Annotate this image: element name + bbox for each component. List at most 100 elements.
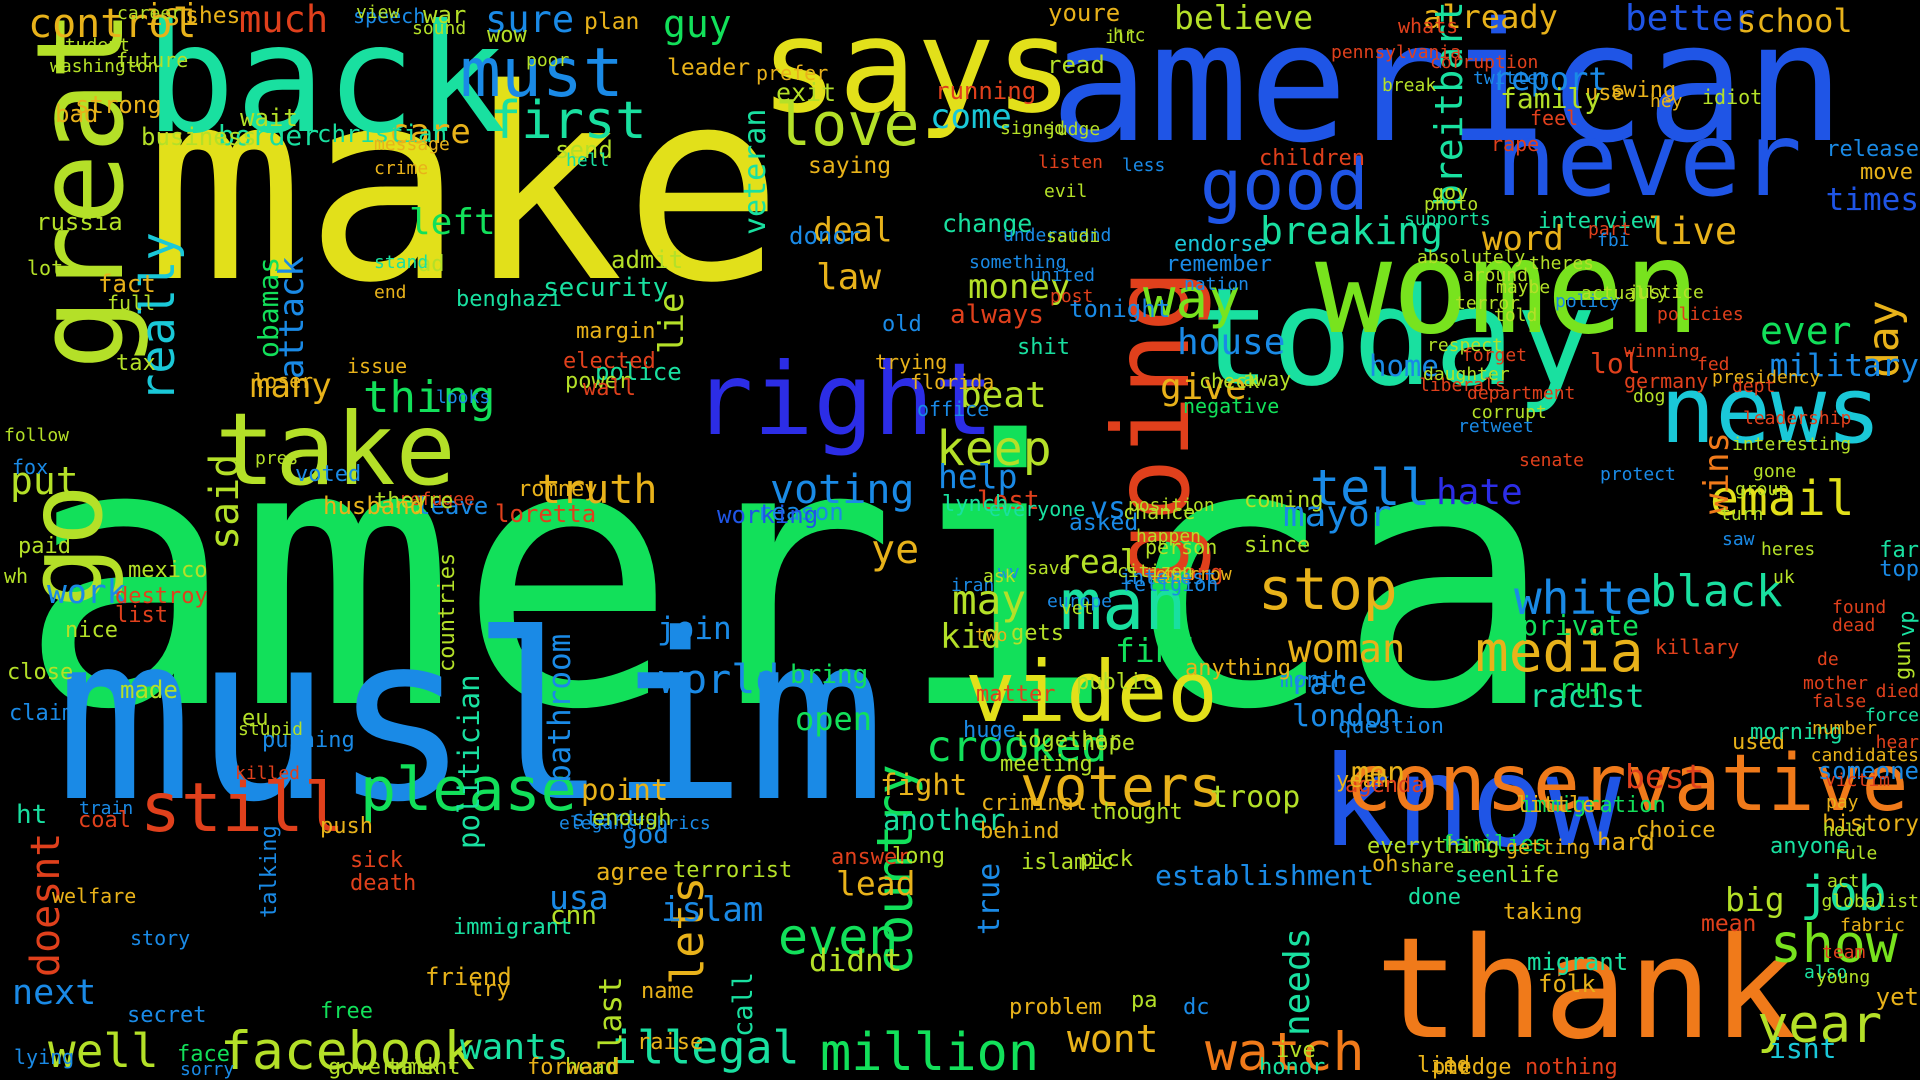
word-globalist: globalist [1821,891,1919,912]
word-getting: getting [1506,835,1591,859]
word-bathroom: bathroom [542,633,578,783]
word-donor: donor [789,222,862,250]
word-whats: whats [1398,14,1459,38]
word-saw: saw [1722,529,1755,550]
word-god: god [622,820,669,850]
word-theres: theres [1529,253,1595,274]
word-sorry: sorry [180,1059,235,1080]
word-saudi: saudi [1046,226,1101,247]
word-candidates: candidates [1810,745,1919,766]
word-border: border [218,119,320,152]
word-also: also [1804,962,1848,983]
word-isi: isi [145,0,200,33]
word-cnn: cnn [550,901,597,931]
word-retweet: retweet [1458,416,1534,437]
word-huge: huge [963,718,1016,743]
word-hate: hate [1436,472,1523,513]
word-talk: talk [387,1055,440,1080]
word-call: call [728,971,759,1037]
word-conservative: conservative [1345,739,1909,829]
word-germany: germany [1624,369,1709,393]
word-senate: senate [1519,450,1585,471]
word-woman: woman [1288,627,1406,672]
word-liberals: liberals [1419,375,1506,396]
word-respect: respect [1427,335,1503,356]
word-position: position [1128,495,1215,516]
word-racist: racist [1529,677,1645,715]
word-working: working [717,501,819,529]
word-mean: mean [1701,911,1757,937]
word-force: force [1864,705,1919,726]
word-margin: margin [576,319,656,344]
word-immigration: immigration [1520,793,1666,818]
word-happen: happen [1136,526,1202,547]
word-policies: policies [1657,304,1744,325]
word-times: times [1825,182,1919,218]
word-life: life [1506,863,1559,888]
word-may: may [952,576,1027,624]
word-save: save [1027,558,1071,579]
word-isnt: isnt [1769,1032,1837,1065]
word-wall: wall [583,376,636,401]
word-united: united [1030,265,1096,286]
word-old: old [882,312,922,337]
word-rule: rule [1834,843,1878,864]
word-agenda: agenda [1345,773,1425,798]
word-ever: ever [1760,309,1852,353]
word-tonight: tonight [1069,295,1171,323]
word-gun: gun [1891,640,1916,680]
word-reason: reason [757,498,844,526]
word-signed: signed [1000,118,1066,139]
word-push: push [320,814,373,839]
word-nation: nation [1184,274,1250,295]
word-already: already [1423,0,1558,36]
word-coming: coming [1244,488,1324,513]
word-security: security [543,273,669,303]
word-beat: beat [960,375,1047,416]
word-elected: elected [563,349,656,374]
word-trying: trying [875,350,948,374]
word-month: month [1280,668,1347,693]
word-twitter: twitter [1473,68,1549,89]
word-answer: answer [831,845,911,870]
word-group: group [1735,479,1790,500]
word-issue: issue [347,354,408,378]
word-swing: swing [1610,78,1677,103]
word-year: year [1757,995,1883,1055]
word-back: back [145,0,507,167]
word-matter: matter [976,682,1056,707]
word-pay: pay [1826,792,1859,813]
word-control: control [28,1,197,47]
word-washington: washington [50,56,159,77]
word-plan: plan [584,9,640,35]
word-chance: chance [1123,500,1196,524]
word-religion: religion [1122,572,1219,596]
word-young: young [1816,967,1871,988]
word-leave: leave [416,492,489,520]
word-said: said [202,453,248,550]
word-usa: usa [549,878,609,917]
word-please: please [360,755,577,825]
word-really: really [131,232,186,402]
word-check: check [1199,369,1260,393]
word-job: job [1800,866,1887,922]
word-meeting: meeting [1000,752,1093,777]
word-evil: evil [1044,181,1088,202]
word-send: send [555,136,613,164]
word-close: close [7,660,74,685]
word-try: try [470,977,510,1002]
word-justice: justice [1628,282,1704,303]
word-christian: christian [317,120,448,148]
word-work: work [47,572,127,611]
word-terrorist: terrorist [673,858,793,883]
word-take: take [215,391,456,508]
word-many: many [250,366,332,406]
word-lol: lol [1590,347,1641,380]
word-found: found [1832,597,1887,618]
word-poor: poor [526,50,570,71]
word-american: american [1050,0,1845,179]
word-pledge: pledge [1432,1055,1512,1080]
word-race: race [1290,664,1368,702]
word-liar: liar [1150,567,1194,588]
